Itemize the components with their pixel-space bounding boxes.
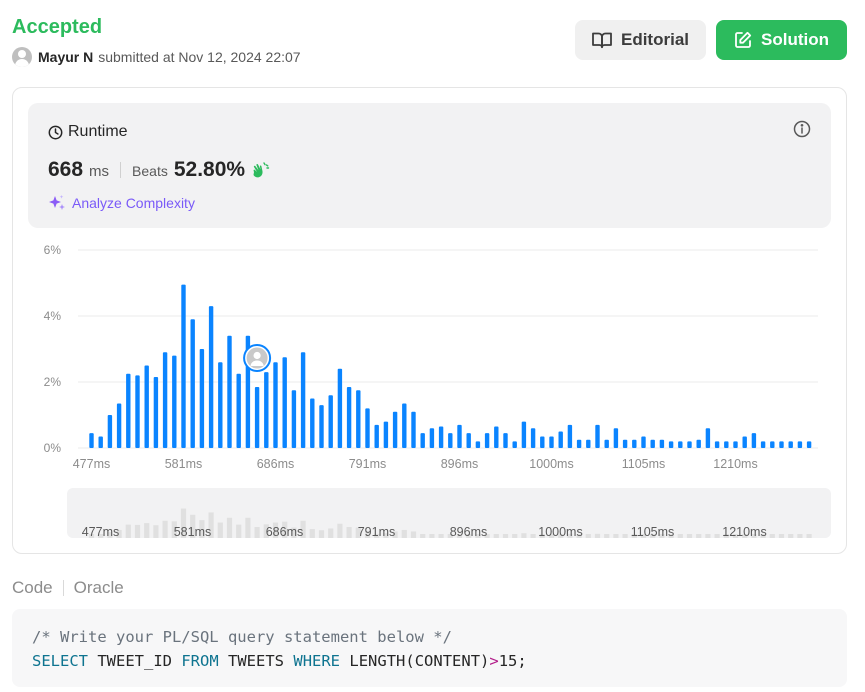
beats-label: Beats bbox=[132, 163, 168, 179]
marker-avatar-head bbox=[253, 351, 261, 360]
code-keyword-where: WHERE bbox=[293, 652, 341, 670]
solution-button[interactable]: Solution bbox=[716, 20, 847, 60]
submitter-info: Mayur N submitted at Nov 12, 2024 22:07 bbox=[12, 47, 301, 67]
code-comment: /* Write your PL/SQL query statement bel… bbox=[32, 628, 452, 646]
beats-value: 52.80% bbox=[173, 158, 246, 181]
submission-card bbox=[12, 87, 847, 554]
my-submission-marker[interactable] bbox=[243, 344, 272, 372]
tab-divider bbox=[62, 580, 64, 596]
divider bbox=[120, 162, 122, 178]
marker-avatar-body bbox=[250, 360, 264, 366]
code-operator: > bbox=[489, 652, 499, 670]
edit-icon bbox=[735, 31, 752, 48]
book-icon bbox=[592, 32, 612, 49]
clock-icon bbox=[48, 125, 63, 139]
editorial-label: Editorial bbox=[620, 30, 689, 49]
runtime-title: Runtime bbox=[48, 123, 128, 141]
tab-oracle[interactable]: Oracle bbox=[73, 578, 124, 597]
runtime-value: 668 bbox=[48, 158, 84, 181]
submitted-text: submitted at Nov 12, 2024 22:07 bbox=[98, 49, 301, 65]
editorial-button[interactable]: Editorial bbox=[575, 20, 706, 60]
avatar[interactable] bbox=[12, 47, 32, 67]
code-column: TWEET_ID bbox=[97, 652, 172, 670]
clap-icon bbox=[253, 162, 270, 178]
runtime-unit: ms bbox=[89, 163, 110, 180]
runtime-title-text: Runtime bbox=[68, 123, 128, 140]
solution-label: Solution bbox=[761, 30, 829, 49]
tab-code[interactable]: Code bbox=[12, 578, 53, 597]
code-table: TWEETS bbox=[228, 652, 285, 670]
runtime-stats: 668 ms Beats 52.80% bbox=[48, 158, 270, 182]
sparkle-icon bbox=[49, 195, 65, 210]
analyze-complexity-link[interactable]: Analyze Complexity bbox=[48, 194, 195, 212]
analyze-label: Analyze Complexity bbox=[72, 195, 195, 211]
code-number: 15 bbox=[498, 652, 518, 670]
info-icon[interactable] bbox=[793, 120, 811, 138]
range-selector[interactable] bbox=[67, 488, 831, 538]
code-tabs: Code Oracle bbox=[12, 578, 124, 598]
code-keyword-select: SELECT bbox=[32, 652, 88, 670]
runtime-panel[interactable]: Runtime 668 ms Beats 52.80% Analyze Comp… bbox=[28, 103, 831, 228]
code-block[interactable]: /* Write your PL/SQL query statement bel… bbox=[12, 609, 847, 687]
code-keyword-from: FROM bbox=[181, 652, 219, 670]
code-function: LENGTH(CONTENT) bbox=[349, 652, 490, 670]
code-semicolon: ; bbox=[517, 652, 527, 670]
user-name[interactable]: Mayur N bbox=[38, 49, 94, 65]
status-accepted: Accepted bbox=[12, 16, 103, 38]
